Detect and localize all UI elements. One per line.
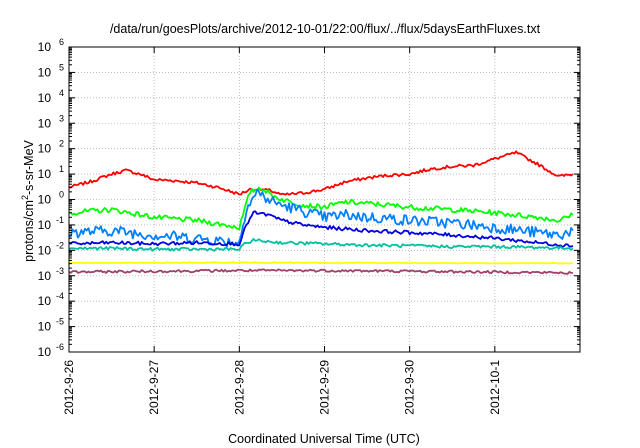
- y-tick-exponent: 1: [59, 164, 64, 174]
- y-axis-label-main: protons/cm: [22, 200, 36, 262]
- x-tick-label: 2012-9-26: [62, 360, 76, 415]
- y-tick-exponent: -1: [56, 215, 64, 225]
- y-tick-exponent: -6: [56, 342, 64, 352]
- y-tick-label: 10: [38, 167, 52, 181]
- y-tick-label: 10: [38, 320, 52, 334]
- series-line: [68, 188, 574, 248]
- series-line: [68, 261, 574, 265]
- grid: [69, 47, 580, 352]
- y-tick-exponent: 4: [59, 88, 64, 98]
- y-tick-exponent: -3: [56, 266, 64, 276]
- y-tick-label: 10: [38, 142, 52, 156]
- y-tick-exponent: 6: [59, 37, 64, 47]
- y-tick-label: 10: [38, 40, 52, 54]
- x-tick-label: 2012-10-1: [488, 360, 502, 415]
- y-axis-label-sup: 2: [20, 195, 30, 200]
- x-tick-label: 2012-9-30: [403, 360, 417, 415]
- series-line: [68, 268, 573, 275]
- y-tick-exponent: 5: [59, 62, 64, 72]
- y-tick-label: 10: [38, 243, 52, 257]
- y-tick-label: 10: [38, 116, 52, 130]
- y-tick-label: 10: [38, 269, 52, 283]
- y-tick-label: 10: [38, 294, 52, 308]
- y-tick-exponent: 0: [59, 190, 64, 200]
- series-line: [68, 238, 574, 252]
- y-tick-exponent: -2: [56, 240, 64, 250]
- y-tick-label: 10: [38, 91, 52, 105]
- y-tick-exponent: 2: [59, 139, 64, 149]
- series-line: [68, 150, 574, 196]
- y-tick-label: 10: [38, 218, 52, 232]
- chart-title: /data/run/goesPlots/archive/2012-10-01/2…: [110, 22, 541, 36]
- x-ticks: 2012-9-26 2012-9-27 2012-9-28 2012-9-29 2012…: [62, 47, 502, 415]
- x-tick-label: 2012-9-29: [318, 360, 332, 415]
- y-tick-label: 10: [38, 345, 52, 359]
- series-lines: [68, 150, 574, 275]
- series-line: [68, 210, 574, 248]
- y-tick-exponent: -5: [56, 317, 64, 327]
- y-axis-label-rest: -s-sr-MeV: [22, 139, 36, 195]
- y-tick-exponent: -4: [56, 291, 64, 301]
- x-tick-label: 2012-9-28: [232, 360, 246, 415]
- y-tick-label: 10: [38, 193, 52, 207]
- x-axis-label: Coordinated Universal Time (UTC): [228, 432, 420, 446]
- y-tick-label: 10: [38, 65, 52, 79]
- series-line: [68, 186, 574, 231]
- x-tick-label: 2012-9-27: [147, 360, 161, 415]
- y-axis-label: protons/cm2-s-sr-MeV: [20, 139, 36, 261]
- y-tick-exponent: 3: [59, 113, 64, 123]
